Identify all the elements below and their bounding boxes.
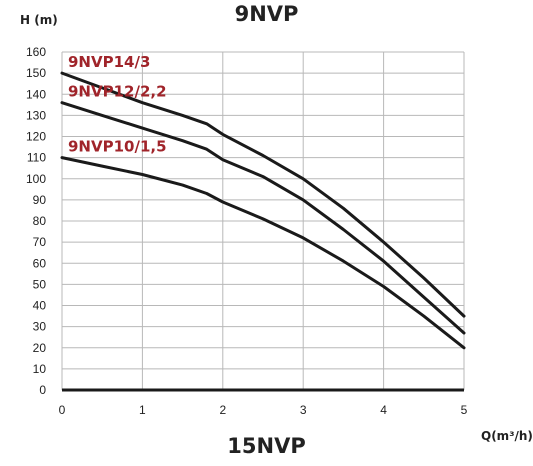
series-label-2: 9NVP10/1,5 bbox=[68, 138, 167, 156]
x-tick-1: 1 bbox=[139, 403, 146, 417]
x-tick-4: 4 bbox=[380, 403, 387, 417]
series-line-0 bbox=[60, 71, 466, 318]
y-tick-140: 140 bbox=[26, 87, 46, 101]
footer-title: 15NVP bbox=[227, 434, 306, 458]
chart-title: 9NVP bbox=[234, 2, 299, 26]
series-labels: 9NVP14/3 9NVP12/2,2 9NVP10/1,5 bbox=[68, 53, 167, 156]
x-tick-labels: 0 1 2 3 4 5 bbox=[59, 403, 468, 417]
y-tick-40: 40 bbox=[33, 299, 47, 313]
x-tick-2: 2 bbox=[219, 403, 226, 417]
y-axis-label: H (m) bbox=[20, 13, 58, 27]
y-tick-50: 50 bbox=[33, 277, 47, 291]
x-tick-0: 0 bbox=[59, 403, 66, 417]
y-tick-120: 120 bbox=[26, 130, 46, 144]
y-tick-110: 110 bbox=[27, 151, 46, 165]
y-tick-30: 30 bbox=[33, 320, 47, 334]
series-line-2 bbox=[60, 156, 466, 350]
series-line-1 bbox=[60, 101, 466, 335]
y-tick-100: 100 bbox=[26, 172, 46, 186]
y-tick-70: 70 bbox=[33, 235, 47, 249]
x-tick-5: 5 bbox=[461, 403, 468, 417]
y-tick-20: 20 bbox=[33, 341, 47, 355]
y-tick-80: 80 bbox=[33, 214, 47, 228]
x-axis-label: Q(m³/h) bbox=[481, 429, 533, 443]
y-tick-130: 130 bbox=[26, 108, 46, 122]
y-tick-60: 60 bbox=[33, 256, 47, 270]
series-label-0: 9NVP14/3 bbox=[68, 53, 150, 71]
y-tick-0: 0 bbox=[39, 383, 46, 397]
x-tick-3: 3 bbox=[300, 403, 307, 417]
y-tick-labels: 0 10 20 30 40 50 60 70 80 90 100 110 120 130 140 150 160 bbox=[26, 45, 46, 397]
grid bbox=[61, 51, 465, 390]
y-tick-10: 10 bbox=[33, 362, 47, 376]
y-tick-150: 150 bbox=[26, 66, 46, 80]
series-lines bbox=[60, 71, 466, 350]
y-tick-90: 90 bbox=[33, 193, 47, 207]
series-label-1: 9NVP12/2,2 bbox=[68, 83, 167, 101]
y-tick-160: 160 bbox=[26, 45, 46, 59]
